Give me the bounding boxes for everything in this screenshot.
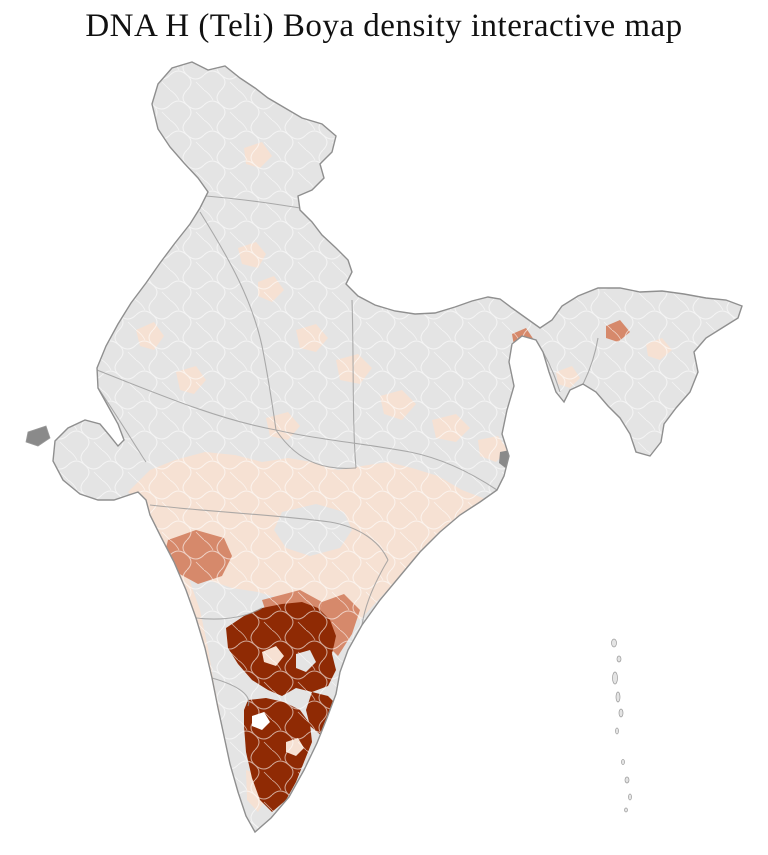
kutch-islet[interactable] bbox=[25, 425, 51, 447]
andaman-nicobar-islands[interactable] bbox=[611, 638, 632, 813]
india-outline bbox=[52, 61, 743, 834]
state-borders bbox=[96, 195, 599, 707]
page-title: DNA H (Teli) Boya density interactive ma… bbox=[85, 8, 683, 44]
region-medium-west-deccan[interactable] bbox=[164, 530, 232, 584]
region-no-data-base[interactable] bbox=[0, 50, 768, 850]
